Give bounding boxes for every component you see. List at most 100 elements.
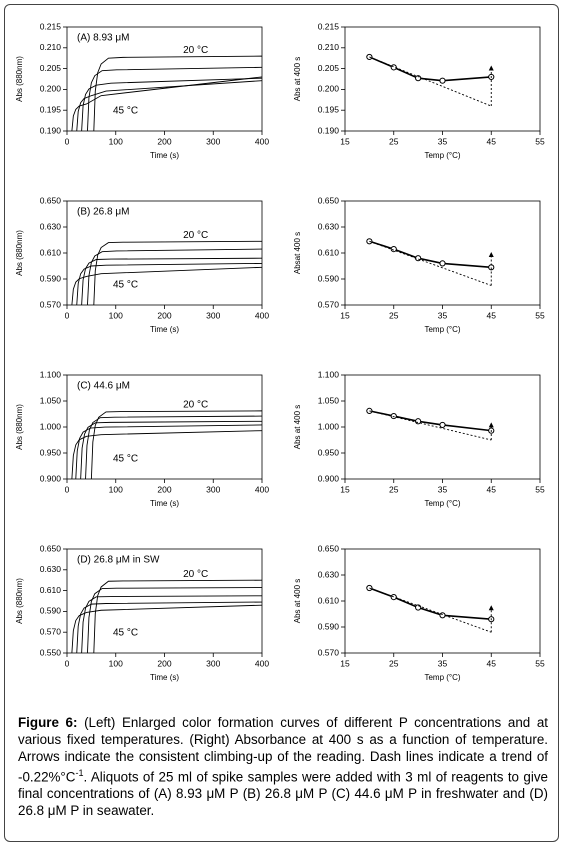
x-tick-label: 400: [255, 658, 269, 668]
x-tick-label: 35: [438, 484, 448, 494]
x-tick-label: 0: [65, 310, 70, 320]
annotation: 45 °C: [113, 454, 138, 465]
x-tick-label: 55: [535, 136, 545, 146]
data-line: [76, 80, 263, 132]
x-tick-label: 25: [389, 484, 399, 494]
y-tick-label: 0.590: [40, 606, 62, 616]
y-tick-label: 0.550: [40, 647, 62, 657]
caption: Figure 6: (Left) Enlarged color formatio…: [18, 714, 548, 819]
y-tick-label: 0.590: [40, 273, 62, 283]
y-axis-label: Abs at 400 s: [293, 405, 302, 449]
plot-frame: [344, 548, 541, 654]
y-tick-label: 0.610: [318, 247, 340, 257]
x-tick-label: 200: [157, 658, 171, 668]
y-tick-label: 0.570: [318, 299, 340, 309]
chart-title: (C) 44.6 μM: [77, 381, 130, 392]
trend-line: [369, 587, 492, 633]
caption-text: . Aliquots of 25 ml of spike samples wer…: [18, 769, 548, 819]
y-tick-label: 0.190: [40, 125, 62, 135]
y-tick-label: 0.190: [318, 125, 340, 135]
y-tick-label: 0.590: [318, 621, 340, 631]
x-tick-label: 15: [340, 658, 350, 668]
x-tick-label: 45: [487, 310, 497, 320]
x-axis-label: Time (s): [150, 499, 179, 508]
data-line: [76, 601, 263, 654]
x-tick-label: 200: [157, 484, 171, 494]
y-tick-label: 0.610: [318, 595, 340, 605]
data-line: [81, 77, 263, 132]
annotation: 20 °C: [183, 400, 208, 411]
x-tick-label: 200: [157, 310, 171, 320]
y-tick-label: 0.200: [318, 84, 340, 94]
y-tick-label: 0.215: [40, 21, 62, 31]
y-axis-label: Abs (880nm): [15, 230, 24, 276]
x-axis-label: Temp (°C): [424, 499, 460, 508]
data-point: [439, 421, 446, 429]
x-tick-label: 55: [535, 310, 545, 320]
x-tick-label: 25: [389, 136, 399, 146]
y-tick-label: 0.590: [318, 273, 340, 283]
data-line: [75, 424, 263, 480]
y-tick-label: 1.050: [40, 395, 62, 405]
data-line: [85, 415, 263, 480]
y-tick-label: 0.650: [40, 543, 62, 553]
x-tick-label: 15: [340, 310, 350, 320]
y-tick-label: 0.610: [40, 247, 62, 257]
arrow-head: [488, 422, 494, 428]
y-axis-label: Abs at 400 s: [293, 579, 302, 623]
y-tick-label: 1.050: [318, 395, 340, 405]
y-tick-label: 0.570: [40, 299, 62, 309]
x-tick-label: 45: [487, 484, 497, 494]
y-tick-label: 0.950: [318, 447, 340, 457]
x-tick-label: 400: [255, 310, 269, 320]
annotation: 45 °C: [113, 628, 138, 639]
data-point: [390, 412, 397, 420]
y-tick-label: 0.630: [40, 221, 62, 231]
x-axis-label: Time (s): [150, 151, 179, 160]
data-line: [71, 266, 263, 306]
x-tick-label: 100: [109, 484, 123, 494]
data-point: [390, 594, 397, 601]
data-line: [71, 604, 263, 654]
x-tick-label: 0: [65, 484, 70, 494]
x-axis-label: Time (s): [150, 673, 179, 682]
x-tick-label: 200: [157, 136, 171, 146]
data-line: [369, 587, 492, 620]
x-tick-label: 100: [109, 136, 123, 146]
y-axis-label: Abs (880nm): [15, 404, 24, 450]
x-tick-label: 15: [340, 484, 350, 494]
charts: 0.190 0.195 0.200 0.205 0.210 0.215 0 100 200 300…: [15, 21, 545, 682]
data-line: [93, 579, 263, 654]
x-axis-label: Temp (°C): [424, 325, 460, 334]
x-tick-label: 300: [206, 136, 220, 146]
trend-line: [369, 56, 492, 107]
data-line: [369, 56, 492, 82]
x-tick-label: 35: [438, 658, 448, 668]
y-axis-label: Abs at 400 s: [293, 57, 302, 101]
x-tick-label: 300: [206, 310, 220, 320]
data-line: [81, 257, 263, 306]
arrow-head: [488, 65, 494, 71]
trend-line: [369, 240, 492, 286]
x-tick-label: 100: [109, 310, 123, 320]
x-tick-label: 45: [487, 136, 497, 146]
figure-frame: [4, 4, 559, 842]
data-line: [90, 410, 263, 480]
x-tick-label: 300: [206, 658, 220, 668]
data-line: [71, 76, 263, 132]
x-tick-label: 0: [65, 658, 70, 668]
data-line: [93, 55, 263, 132]
x-tick-label: 100: [109, 658, 123, 668]
data-line: [71, 430, 263, 480]
x-tick-label: 55: [535, 658, 545, 668]
y-tick-label: 0.630: [318, 569, 340, 579]
y-axis-label: Abs (880nm): [15, 56, 24, 102]
y-tick-label: 0.570: [40, 626, 62, 636]
annotation: 45 °C: [113, 106, 138, 117]
annotation: 20 °C: [183, 230, 208, 241]
y-tick-label: 0.195: [318, 104, 340, 114]
x-tick-label: 300: [206, 484, 220, 494]
y-tick-label: 0.205: [40, 63, 62, 73]
chart-title: (A) 8.93 μM: [77, 33, 129, 44]
